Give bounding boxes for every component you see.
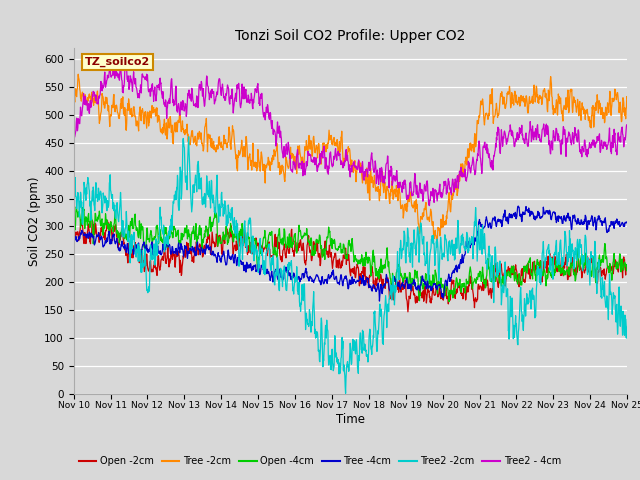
Tree2 -2cm [623, 317, 631, 323]
Tree2 -2cm [255, 265, 263, 271]
Tree2 -2cm [70, 196, 77, 202]
Open -2cm [509, 263, 517, 269]
Tree -2cm [437, 216, 445, 222]
Tree -4cm [376, 298, 383, 304]
Tree -4cm [623, 220, 631, 226]
Tree -2cm [433, 240, 440, 245]
Line: Tree -2cm: Tree -2cm [74, 74, 627, 242]
Tree2 - 4cm [623, 123, 631, 129]
Tree -4cm [515, 203, 522, 209]
Open -4cm [623, 268, 631, 274]
Tree2 - 4cm [509, 135, 517, 141]
Tree2 - 4cm [426, 203, 433, 208]
Line: Tree2 - 4cm: Tree2 - 4cm [74, 58, 627, 205]
Open -4cm [70, 216, 77, 222]
Tree2 -2cm [558, 255, 566, 261]
Tree2 -2cm [193, 173, 201, 179]
Open -2cm [623, 267, 631, 273]
Tree -2cm [70, 76, 77, 82]
Tree2 - 4cm [193, 94, 201, 100]
Open -4cm [509, 268, 517, 274]
X-axis label: Time: Time [336, 413, 365, 426]
Open -2cm [404, 309, 412, 315]
Tree -4cm [255, 263, 262, 269]
Open -4cm [436, 276, 444, 282]
Open -2cm [558, 261, 566, 267]
Tree2 - 4cm [70, 132, 77, 138]
Open -2cm [70, 240, 77, 245]
Tree -2cm [180, 130, 188, 135]
Open -4cm [558, 270, 566, 276]
Open -4cm [445, 299, 453, 304]
Open -4cm [255, 254, 263, 260]
Tree -2cm [623, 95, 631, 101]
Tree -2cm [509, 99, 517, 105]
Open -4cm [180, 234, 188, 240]
Tree2 -2cm [342, 391, 349, 396]
Open -2cm [180, 255, 188, 261]
Open -2cm [437, 290, 445, 296]
Tree2 - 4cm [180, 100, 188, 106]
Legend: Open -2cm, Tree -2cm, Open -4cm, Tree -4cm, Tree2 -2cm, Tree2 - 4cm: Open -2cm, Tree -2cm, Open -4cm, Tree -4… [75, 453, 565, 470]
Tree2 -2cm [437, 240, 445, 245]
Tree -4cm [436, 286, 444, 291]
Open -2cm [77, 216, 84, 222]
Tree -2cm [193, 139, 201, 144]
Line: Open -2cm: Open -2cm [74, 219, 627, 312]
Y-axis label: Soil CO2 (ppm): Soil CO2 (ppm) [28, 176, 42, 265]
Title: Tonzi Soil CO2 Profile: Upper CO2: Tonzi Soil CO2 Profile: Upper CO2 [236, 29, 465, 43]
Text: TZ_soilco2: TZ_soilco2 [84, 57, 150, 67]
Open -4cm [72, 204, 80, 210]
Open -4cm [193, 240, 201, 246]
Tree2 - 4cm [255, 101, 263, 107]
Tree -2cm [255, 158, 263, 164]
Tree -4cm [70, 235, 77, 240]
Line: Open -4cm: Open -4cm [74, 207, 627, 301]
Tree2 - 4cm [122, 55, 129, 60]
Tree -4cm [179, 251, 187, 256]
Tree2 - 4cm [437, 190, 445, 195]
Tree2 - 4cm [558, 136, 566, 142]
Tree2 -2cm [509, 336, 517, 342]
Tree -2cm [558, 108, 566, 114]
Tree -2cm [74, 72, 82, 77]
Tree -4cm [558, 220, 566, 226]
Line: Tree2 -2cm: Tree2 -2cm [74, 137, 627, 394]
Tree2 -2cm [179, 135, 187, 141]
Tree -4cm [193, 244, 200, 250]
Open -2cm [255, 246, 263, 252]
Tree2 -2cm [185, 134, 193, 140]
Line: Tree -4cm: Tree -4cm [74, 206, 627, 301]
Open -2cm [193, 244, 201, 250]
Tree -4cm [509, 212, 516, 217]
